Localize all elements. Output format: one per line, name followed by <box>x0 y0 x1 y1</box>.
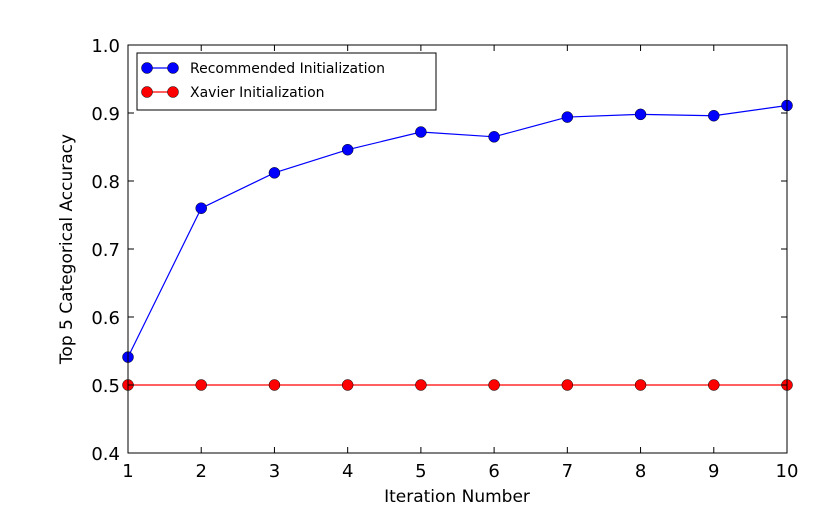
legend-item-xavier: Xavier Initialization <box>141 85 325 101</box>
y-tick-label: 0.9 <box>91 104 120 125</box>
x-tick-label: 10 <box>776 461 799 482</box>
x-tick-label: 8 <box>635 461 646 482</box>
data-point <box>195 202 207 214</box>
y-tick-label: 0.6 <box>91 308 120 329</box>
x-tick-label: 9 <box>708 461 719 482</box>
legend: Recommended Initialization Xavier Initia… <box>136 52 437 111</box>
legend-marker-xavier <box>167 86 179 98</box>
data-point <box>561 379 574 391</box>
legend-marker-recommended <box>167 62 179 74</box>
y-axis-label: Top 5 Categorical Accuracy <box>57 134 77 365</box>
data-point <box>708 379 720 391</box>
y-tick-label: 0.7 <box>91 240 120 261</box>
data-point <box>195 379 207 391</box>
x-tick-label: 5 <box>415 461 426 482</box>
data-point <box>708 109 720 122</box>
data-point <box>415 379 427 391</box>
y-tick-label: 1.0 <box>91 36 120 57</box>
y-tick-label: 0.5 <box>91 376 120 397</box>
x-tick-label: 7 <box>562 461 573 482</box>
data-point <box>634 108 647 121</box>
x-tick-label: 4 <box>342 461 353 482</box>
legend-marker-xavier <box>141 86 153 98</box>
axis-ticks: 1 2 3 4 5 6 7 8 9 10 0.4 0.5 0.6 0.7 0.8 0.9 1.0 <box>91 36 798 482</box>
data-point <box>488 131 500 143</box>
legend-frame <box>136 52 437 111</box>
x-tick-label: 1 <box>122 461 133 482</box>
data-point <box>268 379 281 391</box>
y-tick-label: 0.8 <box>91 172 120 193</box>
data-point <box>488 379 500 391</box>
data-point <box>341 379 354 391</box>
legend-marker-recommended <box>141 62 153 74</box>
data-point <box>561 111 574 123</box>
legend-item-recommended: Recommended Initialization <box>141 61 385 77</box>
y-tick-label: 0.4 <box>91 444 120 465</box>
x-tick-label: 6 <box>488 461 499 482</box>
x-tick-label: 2 <box>195 461 206 482</box>
x-axis-label: Iteration Number <box>384 487 530 507</box>
plot-marks <box>122 99 793 391</box>
legend-label-xavier: Xavier Initialization <box>190 85 325 101</box>
data-point <box>268 167 281 179</box>
data-point <box>341 143 354 156</box>
legend-label-recommended: Recommended Initialization <box>190 61 385 77</box>
data-point <box>634 379 647 391</box>
data-point <box>415 126 427 138</box>
x-tick-label: 3 <box>269 461 280 482</box>
series-line-0 <box>127 104 788 358</box>
